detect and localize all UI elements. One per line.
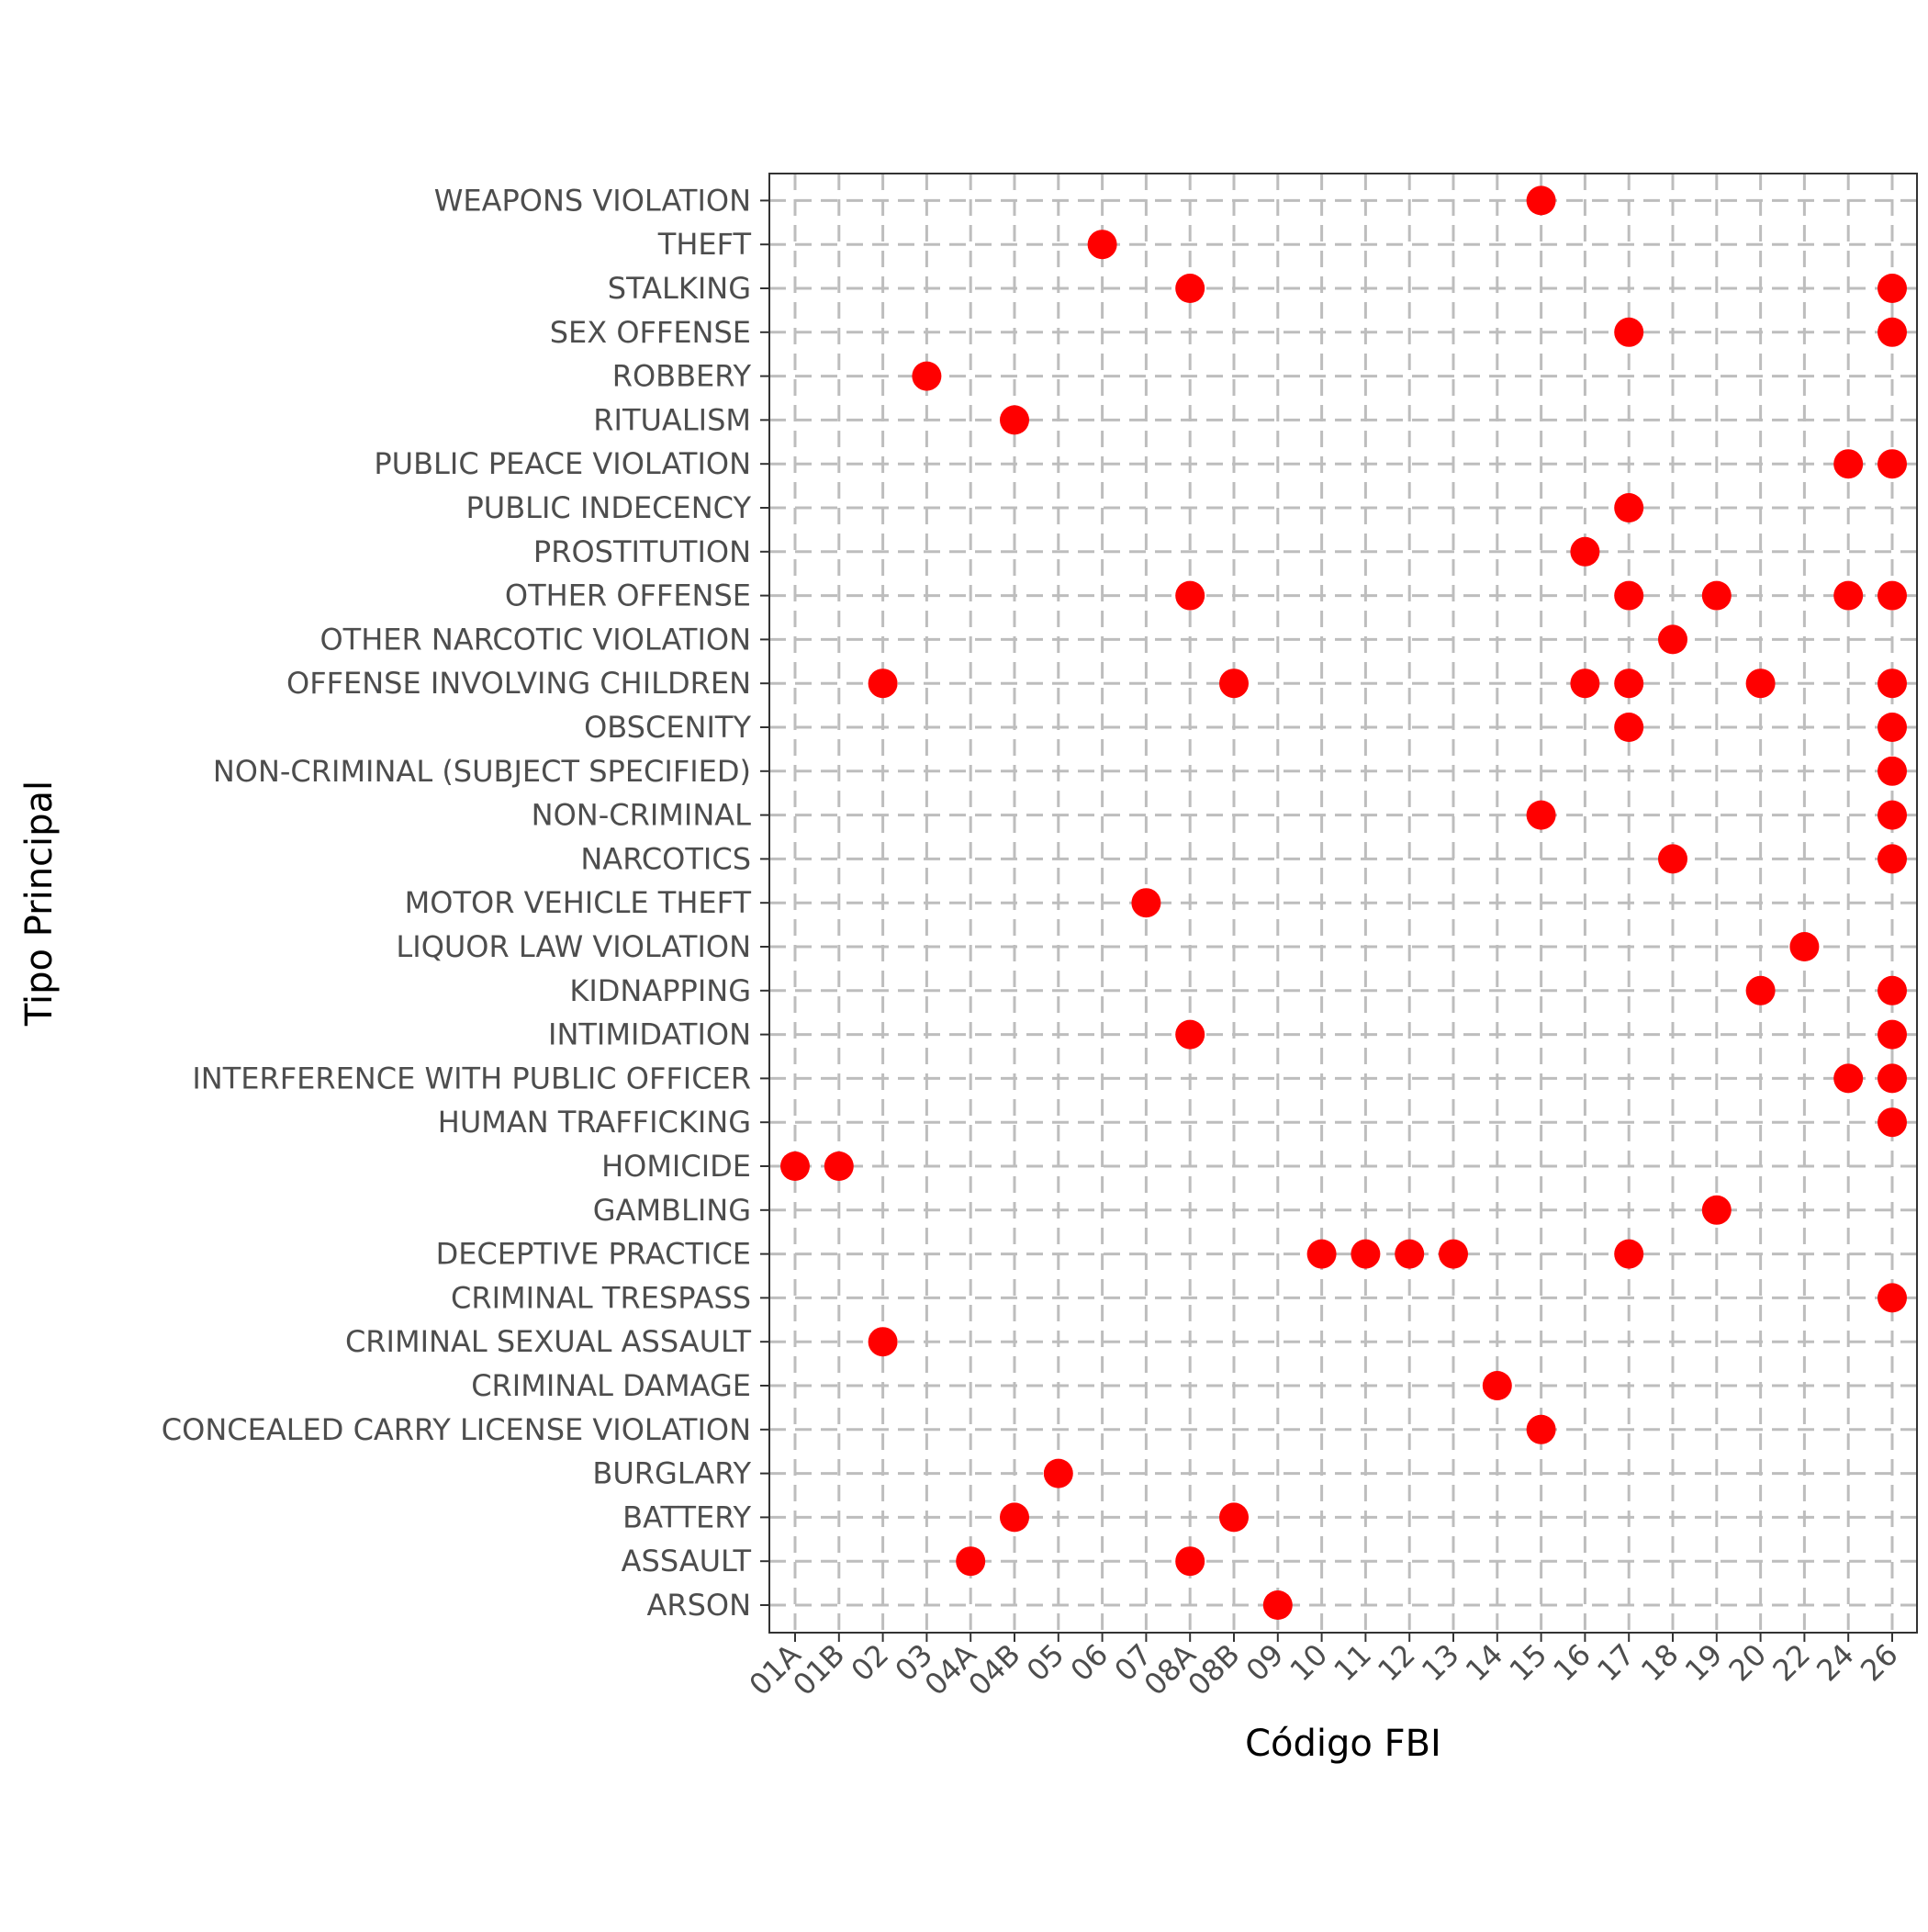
- y-tick-label: ROBBERY: [612, 359, 752, 394]
- data-point: [1701, 1195, 1732, 1225]
- y-tick-label: LIQUOR LAW VIOLATION: [396, 929, 751, 964]
- data-point: [1000, 1502, 1029, 1533]
- data-point: [1614, 713, 1644, 742]
- y-tick-label: BURGLARY: [592, 1456, 751, 1491]
- data-point: [1745, 668, 1776, 699]
- data-point: [1526, 800, 1556, 830]
- y-tick-label: CRIMINAL SEXUAL ASSAULT: [345, 1324, 752, 1359]
- data-point: [1658, 844, 1687, 874]
- y-tick-label: KIDNAPPING: [569, 973, 751, 1008]
- data-point: [1131, 888, 1161, 918]
- y-tick-label: DECEPTIVE PRACTICE: [436, 1237, 751, 1272]
- y-tick-label: NARCOTICS: [580, 841, 751, 876]
- data-point: [1878, 449, 1907, 479]
- data-point: [1878, 274, 1907, 303]
- y-tick-label: RITUALISM: [593, 402, 751, 437]
- y-tick-label: STALKING: [608, 271, 751, 306]
- data-points: [780, 185, 1907, 1620]
- data-point: [1878, 800, 1907, 830]
- y-tick-label: WEAPONS VIOLATION: [434, 183, 751, 218]
- y-tick-label: OTHER NARCOTIC VIOLATION: [319, 622, 751, 657]
- data-point: [1878, 1063, 1907, 1094]
- data-point: [1614, 668, 1644, 699]
- data-point: [1833, 580, 1864, 611]
- data-point: [1878, 317, 1907, 347]
- data-point: [912, 361, 942, 391]
- y-tick-label: CONCEALED CARRY LICENSE VIOLATION: [162, 1412, 751, 1447]
- y-tick-label: OTHER OFFENSE: [505, 578, 751, 613]
- data-point: [1614, 1239, 1644, 1269]
- data-point: [1000, 405, 1029, 435]
- data-point: [1878, 844, 1907, 874]
- data-point: [1658, 624, 1687, 655]
- data-point: [1219, 668, 1249, 699]
- data-point: [956, 1546, 986, 1577]
- y-tick-label: ARSON: [646, 1588, 751, 1623]
- data-point: [1614, 317, 1644, 347]
- data-point: [1570, 668, 1600, 699]
- y-tick-label: SEX OFFENSE: [550, 315, 751, 350]
- data-point: [1306, 1239, 1337, 1269]
- y-tick-label: PUBLIC PEACE VIOLATION: [374, 446, 751, 481]
- y-tick-label: HUMAN TRAFFICKING: [438, 1105, 751, 1140]
- y-tick-label: NON-CRIMINAL: [532, 798, 752, 833]
- data-point: [1878, 756, 1907, 786]
- data-point: [1745, 975, 1776, 1005]
- data-point: [1262, 1590, 1293, 1620]
- y-tick-label: NON-CRIMINAL (SUBJECT SPECIFIED): [213, 754, 751, 789]
- y-tick-label: PROSTITUTION: [533, 534, 751, 569]
- data-point: [1789, 932, 1820, 961]
- data-point: [868, 1327, 898, 1357]
- data-point: [1482, 1371, 1512, 1400]
- y-tick-label: OBSCENITY: [584, 710, 751, 745]
- data-point: [1878, 975, 1907, 1005]
- x-axis-title: Código FBI: [1245, 1723, 1441, 1765]
- y-tick-label: ASSAULT: [622, 1544, 752, 1578]
- y-tick-labels: ARSON ASSAULT BATTERY BURGLARY CONCEALED CAR…: [162, 183, 752, 1623]
- data-point: [1219, 1502, 1249, 1533]
- axis-ticks: [760, 199, 1893, 1642]
- data-point: [1878, 1019, 1907, 1050]
- data-point: [1439, 1239, 1468, 1269]
- data-point: [1878, 580, 1907, 611]
- data-point: [1701, 580, 1732, 611]
- data-point: [1087, 230, 1117, 260]
- data-point: [1614, 493, 1644, 522]
- data-point: [1526, 1414, 1556, 1444]
- data-point: [1614, 580, 1644, 611]
- data-point: [1175, 1019, 1205, 1050]
- y-tick-label: OFFENSE INVOLVING CHILDREN: [286, 666, 751, 701]
- data-point: [780, 1151, 810, 1181]
- data-point: [1043, 1458, 1073, 1488]
- y-axis-title: Tipo Principal: [18, 781, 61, 1027]
- y-tick-label: GAMBLING: [593, 1193, 751, 1228]
- data-point: [1878, 668, 1907, 699]
- y-tick-label: MOTOR VEHICLE THEFT: [405, 885, 752, 920]
- data-point: [1526, 185, 1556, 216]
- data-point: [1175, 580, 1205, 611]
- data-point: [1833, 449, 1864, 479]
- data-point: [868, 668, 898, 699]
- data-point: [1175, 274, 1205, 303]
- y-tick-label: BATTERY: [622, 1500, 751, 1534]
- y-tick-label: INTIMIDATION: [548, 1017, 751, 1052]
- data-point: [1878, 1107, 1907, 1138]
- data-point: [1351, 1239, 1381, 1269]
- data-point: [1833, 1063, 1864, 1094]
- y-tick-label: CRIMINAL TRESPASS: [451, 1280, 751, 1315]
- y-tick-label: THEFT: [657, 227, 752, 262]
- data-point: [1175, 1546, 1205, 1577]
- data-point: [1570, 536, 1600, 567]
- y-tick-label: INTERFERENCE WITH PUBLIC OFFICER: [192, 1061, 751, 1095]
- data-point: [1878, 713, 1907, 742]
- data-point: [824, 1151, 854, 1181]
- y-tick-label: HOMICIDE: [601, 1149, 751, 1184]
- y-tick-label: CRIMINAL DAMAGE: [471, 1368, 751, 1403]
- data-point: [1878, 1283, 1907, 1313]
- y-tick-label: PUBLIC INDECENCY: [465, 490, 751, 525]
- data-point: [1395, 1239, 1425, 1269]
